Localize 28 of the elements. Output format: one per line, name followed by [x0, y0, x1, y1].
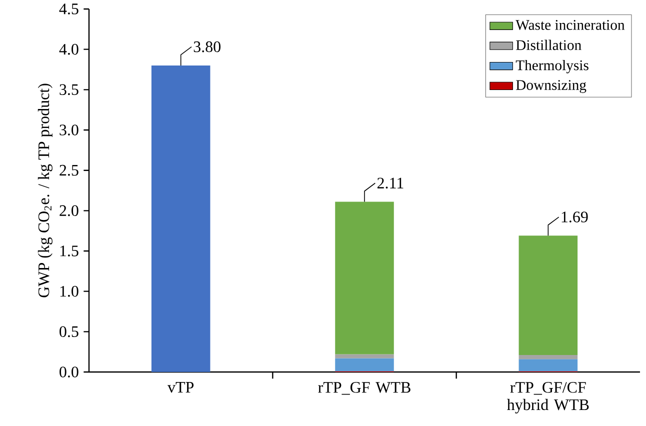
y-tick-label: 4.0: [59, 44, 78, 55]
y-tick-label: 3.5: [60, 84, 78, 96]
x-tick-label: rTP_GF WTB: [318, 382, 410, 395]
legend-label: Thermolysis: [516, 60, 588, 74]
bar: [518, 359, 578, 372]
legend-label: Downsizing: [516, 80, 586, 93]
bar: [335, 358, 394, 372]
y-tick-label: 3.0: [60, 124, 78, 136]
y-tick-label: 2.0: [60, 205, 78, 216]
bar: [518, 236, 578, 356]
y-tick-label: 4.5: [59, 4, 78, 14]
total-label: 2.11: [377, 178, 404, 189]
y-tick-label: 0.0: [60, 366, 78, 378]
bar: [518, 355, 578, 360]
bar: [151, 65, 210, 372]
legend-label: Waste incineration: [516, 20, 625, 30]
legend-label: Distillation: [516, 40, 582, 50]
bar: [335, 354, 394, 358]
y-tick-label: 1.5: [60, 246, 78, 256]
y-tick-label: 2.5: [60, 164, 78, 176]
y-axis-title: GWP (kg CO$_{2}$e. / kg TP product): [38, 84, 52, 298]
x-tick-label: vTP: [168, 382, 194, 393]
x-tick-label: rTP_GF/CF hybrid WTB: [506, 382, 589, 414]
total-label: 3.80: [194, 41, 220, 52]
y-tick-label: 1.0: [60, 286, 78, 297]
bar: [335, 202, 394, 354]
total-label: 1.69: [562, 212, 588, 222]
y-tick-label: 0.5: [60, 326, 78, 338]
